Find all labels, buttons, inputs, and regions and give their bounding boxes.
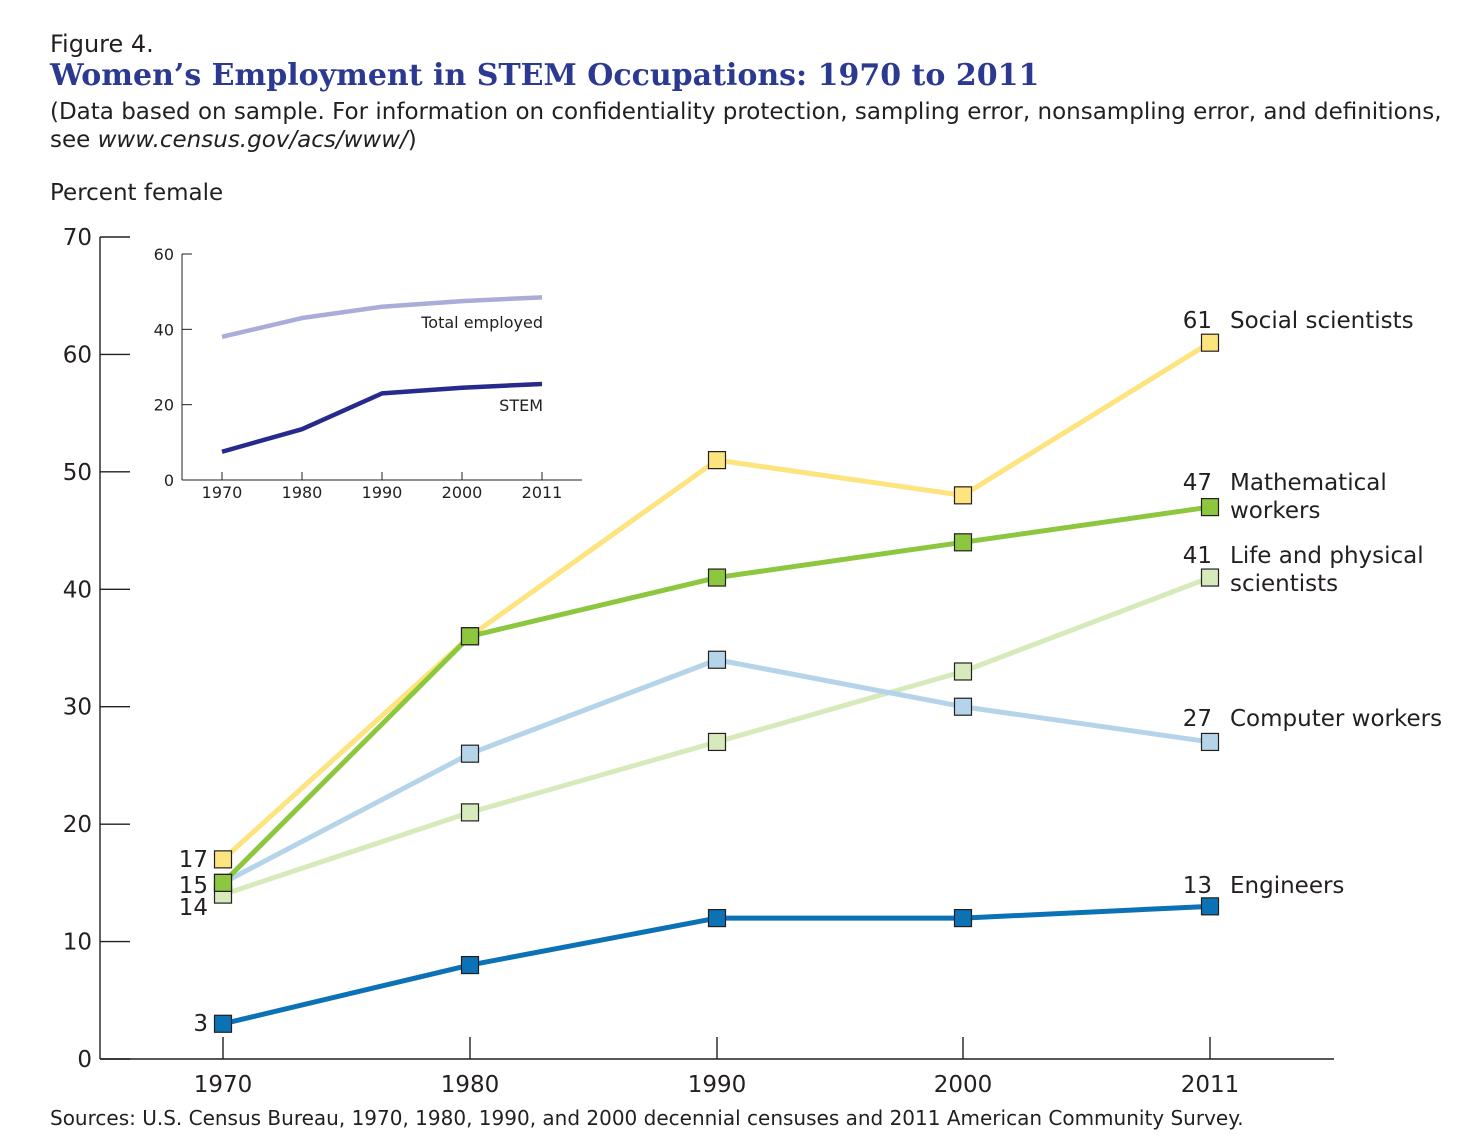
data-marker (707, 908, 727, 928)
start-value-label: 3 (193, 1011, 208, 1037)
series-name-label: Mathematical (1230, 470, 1387, 496)
data-marker (953, 697, 973, 716)
note-url: www.census.gov/acs/www/ (97, 127, 408, 153)
inset-series-line (221, 295, 543, 340)
inset-x-tick-label: 1970 (202, 483, 243, 502)
data-marker (707, 451, 727, 470)
data-marker (707, 650, 727, 669)
series-name-label: scientists (1230, 571, 1338, 597)
series-line (221, 657, 1211, 886)
data-marker (953, 533, 973, 552)
y-axis-label: Percent female (50, 180, 224, 206)
data-marker (707, 568, 727, 587)
data-marker (1200, 568, 1220, 587)
start-value-label: 17 (179, 847, 208, 873)
x-tick-label: 2000 (934, 1072, 993, 1098)
data-marker (213, 850, 233, 869)
x-tick-label: 1990 (688, 1072, 747, 1098)
main-series-markers (213, 333, 1220, 1033)
data-marker (213, 873, 233, 892)
x-tick-label: 1970 (194, 1072, 253, 1098)
inset-series-line (221, 381, 543, 454)
data-marker (953, 486, 973, 505)
inset-y-tick-label: 40 (154, 320, 174, 339)
end-value-label: 47 (1183, 470, 1212, 496)
inset-y-tick-label: 0 (164, 471, 174, 490)
inset-chart: 0 20 40 60 1970 1980 1990 2000 2011 Total employe… (154, 245, 582, 502)
y-tick-label: 0 (77, 1047, 92, 1073)
series-name-label: Engineers (1230, 873, 1344, 899)
inset-x-tick-label: 2011 (522, 483, 563, 502)
end-value-label: 61 (1183, 308, 1212, 334)
data-marker (460, 955, 480, 975)
inset-y-tick-label: 60 (154, 245, 174, 264)
x-tick-label: 1980 (441, 1072, 500, 1098)
data-marker (213, 1014, 233, 1033)
data-marker (460, 744, 480, 763)
y-tick-label: 60 (63, 342, 92, 368)
chart-title: Women’s Employment in STEM Occupations: … (50, 58, 1040, 93)
note-text: (Data based on sample. For information o… (50, 99, 1442, 153)
data-marker (953, 908, 973, 928)
inset-series-label: Total employed (420, 313, 543, 332)
y-tick-label: 50 (63, 460, 92, 486)
x-tick-label: 2011 (1181, 1072, 1240, 1098)
series-name-label: workers (1230, 498, 1320, 524)
data-marker (1200, 333, 1220, 352)
end-value-label: 13 (1183, 873, 1212, 899)
source-note: Sources: U.S. Census Bureau, 1970, 1980,… (50, 1106, 1244, 1130)
inset-x-tick-label: 2000 (442, 483, 483, 502)
note-close: ) (407, 127, 417, 153)
end-value-label: 27 (1183, 706, 1212, 732)
end-value-label: 41 (1183, 543, 1212, 569)
data-marker (953, 662, 973, 681)
data-marker (707, 732, 727, 752)
start-value-label: 14 (179, 895, 208, 921)
y-tick-label: 40 (63, 577, 92, 603)
inset-series-label: STEM (499, 396, 543, 415)
figure-label: Figure 4. (50, 30, 154, 58)
data-marker (1200, 732, 1220, 752)
y-tick-label: 20 (63, 812, 92, 838)
series-line (221, 340, 1212, 862)
y-tick-label: 70 (63, 225, 92, 251)
data-note: (Data based on sample. For information o… (50, 98, 1450, 154)
series-line (221, 504, 1211, 885)
data-marker (1200, 897, 1220, 916)
data-marker (460, 627, 480, 646)
inset-x-tick-label: 1980 (282, 483, 323, 502)
series-name-label: Social scientists (1230, 308, 1414, 334)
y-tick-label: 10 (63, 930, 92, 956)
inset-x-tick-label: 1990 (362, 483, 403, 502)
main-series-labels: 61 Social scientists 47 Mathematicalworkers… (179, 308, 1442, 1037)
start-value-label: 15 (179, 873, 208, 899)
series-name-label: Life and physical (1230, 543, 1424, 569)
y-tick-label: 30 (63, 695, 92, 721)
data-marker (460, 803, 480, 822)
data-marker (1200, 497, 1220, 517)
inset-y-tick-label: 20 (154, 396, 174, 415)
series-name-label: Computer workers (1230, 706, 1442, 732)
